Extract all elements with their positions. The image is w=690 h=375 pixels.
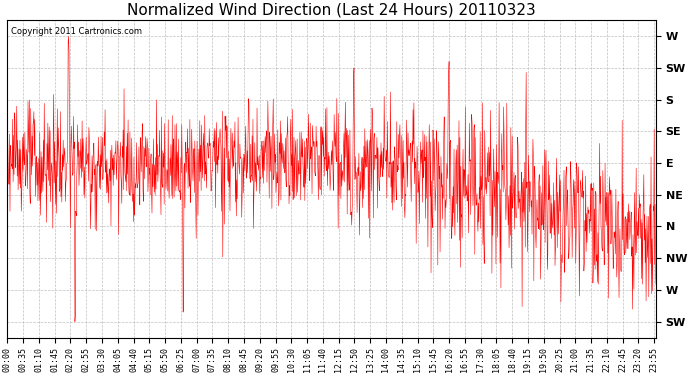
Title: Normalized Wind Direction (Last 24 Hours) 20110323: Normalized Wind Direction (Last 24 Hours…	[127, 3, 536, 18]
Text: Copyright 2011 Cartronics.com: Copyright 2011 Cartronics.com	[10, 27, 141, 36]
